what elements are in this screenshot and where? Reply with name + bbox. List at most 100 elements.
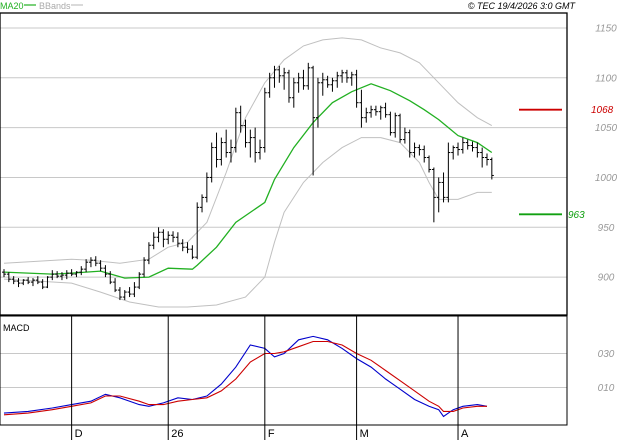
ohlc-bar [340,69,345,83]
bollinger-upper-band [3,37,493,264]
ohlc-bar [26,277,31,285]
ohlc-bar [441,172,446,203]
ohlc-bar [30,278,35,287]
ohlc-bar [412,142,417,158]
ma-legend-label: MA20 [0,1,24,11]
ohlc-bar [69,269,74,277]
ohlc-bar [311,65,316,176]
price-tick-label: 1050 [595,123,618,134]
ohlc-bar [369,105,374,118]
ohlc-bar [388,111,393,136]
ohlc-bar [378,105,383,120]
ohlc-bar [238,105,243,133]
ohlc-bar [354,69,359,108]
ohlc-bar [229,139,234,163]
price-axis: 900 950 1000 1050 1100 1150 [595,23,618,283]
ohlc-bar [470,141,475,152]
ohlc-bar [6,272,11,283]
ohlc-bar [286,69,291,103]
bollinger-bands [3,37,493,308]
bollinger-lower-band [3,137,492,308]
ohlc-bar [93,256,98,267]
ma20-line [3,83,493,279]
copyright-timestamp: © TEC 19/4/2026 3:0 GMT [468,1,577,11]
ohlc-bar [146,242,151,265]
ohlc-bar [359,89,364,128]
time-tick-label: D [75,428,83,440]
ohlc-bar [180,239,185,252]
ohlc-bar [446,142,451,203]
bbands-legend-label: BBands [39,1,71,11]
ohlc-bar [233,107,238,153]
macd-lines [3,335,488,418]
ohlc-bar [59,272,64,281]
ohlc-bar [151,232,156,250]
ohlc-bar [79,266,84,276]
ohlc-bar [306,62,311,90]
ohlc-bar [373,105,378,116]
time-axis: D 26 F M A [71,316,469,440]
ohlc-bar [325,75,330,88]
ohlc-bar [185,242,190,254]
time-tick-label: A [461,428,469,440]
ohlc-bar [277,65,282,83]
ohlc-bar [21,279,26,286]
macd-line [3,335,488,418]
ohlc-bar [272,65,277,88]
ohlc-bar [117,287,122,301]
ohlc-bar [364,107,369,123]
macd-tick-label: 010 [598,383,615,394]
ohlc-bar [465,139,470,150]
ohlc-bar [480,147,485,168]
price-tick-label: 1150 [595,23,617,34]
ohlc-bar [137,272,142,290]
ohlc-bar [393,112,398,138]
ohlc-bar [50,270,55,281]
ohlc-bar [122,290,127,301]
ohlc-bar [344,69,349,83]
time-tick-label: M [360,428,369,440]
ohlc-bar [422,145,427,163]
ohlc-bar [200,194,205,213]
ohlc-bar [84,259,89,273]
ohlc-bar [35,276,40,285]
ohlc-bar [315,77,320,128]
ohlc-bar [219,137,224,166]
ohlc-bar [291,77,296,108]
ohlc-bar [267,72,272,98]
ohlc-bar [349,71,354,86]
time-tick-label: 26 [171,428,183,440]
ohlc-bar [88,257,93,268]
ohlc-bar [475,142,480,158]
ohlc-bar [190,245,195,260]
ohlc-bar [161,229,166,248]
ohlc-bars [2,62,494,301]
ohlc-bar [398,113,403,143]
ohlc-bar [156,227,161,243]
support-level-label: 963 [568,210,585,221]
ohlc-bar [335,71,340,88]
ohlc-bar [142,257,147,278]
ohlc-bar [257,139,262,160]
macd-panel-title: MACD [3,323,30,333]
ohlc-bar [243,119,248,148]
ohlc-bar [248,129,253,158]
ohlc-bar [2,269,6,278]
resistance-level-label: 1068 [591,105,614,116]
ohlc-bar [330,77,335,92]
ohlc-bar [282,67,287,90]
ohlc-bar [45,276,50,289]
ohlc-bar [108,271,113,285]
ohlc-bar [262,87,267,153]
price-gridlines [0,27,567,278]
price-tick-label: 950 [598,223,615,234]
ohlc-bar [296,72,301,93]
ohlc-bar [204,172,209,203]
ohlc-bar [132,282,137,298]
ohlc-bar [55,271,60,279]
ohlc-bar [383,102,388,118]
ohlc-bar [166,231,171,245]
ohlc-bar [224,129,229,158]
ohlc-bar [64,270,69,280]
